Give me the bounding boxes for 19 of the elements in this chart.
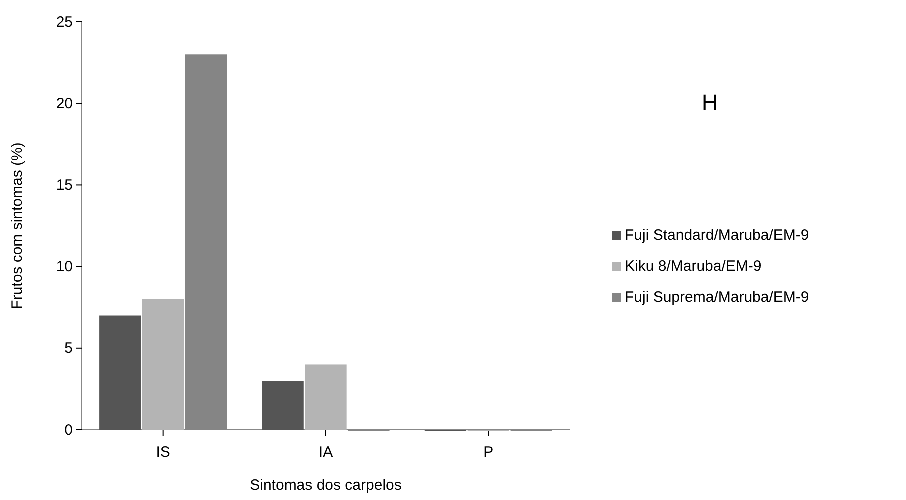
bar	[142, 299, 184, 430]
x-tick-label: P	[484, 444, 494, 461]
y-axis-title: Frutos com sintomas (%)	[9, 142, 26, 310]
x-tick-label: IS	[156, 444, 170, 461]
bar	[100, 316, 142, 430]
y-tick-label: 10	[56, 258, 73, 276]
legend-label: Fuji Suprema/Maruba/EM-9	[625, 289, 810, 306]
y-tick-label: 5	[64, 340, 73, 358]
y-tick-label: 20	[56, 95, 73, 112]
y-tick-label: 15	[56, 177, 73, 194]
x-axis-title: Sintomas dos carpelos	[250, 477, 402, 494]
y-tick-label: 0	[64, 422, 73, 439]
bar	[262, 381, 304, 430]
bar	[305, 364, 347, 430]
text: H	[702, 90, 718, 115]
x-tick-label: IA	[318, 444, 334, 461]
y-tick-label: 25	[56, 14, 73, 31]
legend-label: Kiku 8/Maruba/EM-9	[625, 258, 762, 275]
legend-label: Fuji Standard/Maruba/EM-9	[625, 227, 810, 244]
